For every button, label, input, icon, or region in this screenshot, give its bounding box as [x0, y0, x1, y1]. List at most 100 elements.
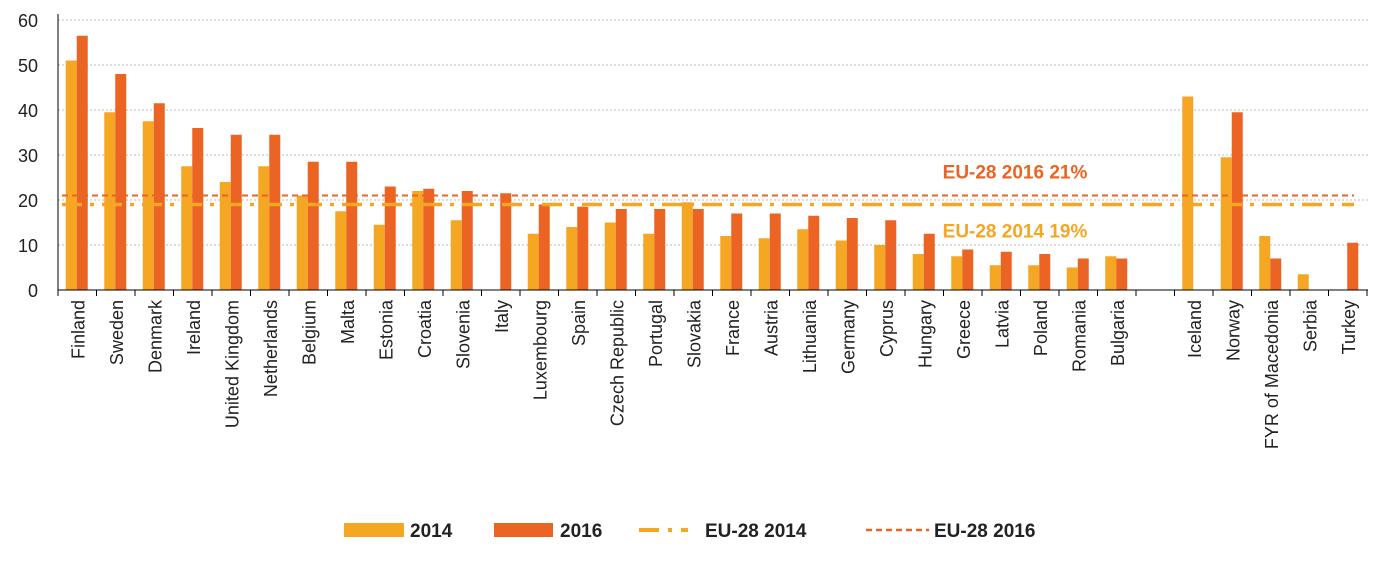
- x-tick-label: Austria: [761, 299, 781, 356]
- x-tick-labels: Finland Sweden Denmark Ireland United Kingdo…: [68, 299, 1359, 449]
- bar-2014: [1182, 96, 1194, 290]
- x-tick-label: Belgium: [299, 300, 319, 365]
- x-tick-label: Serbia: [1300, 299, 1320, 352]
- bar-2016: [76, 35, 88, 290]
- bar-2014: [450, 220, 462, 290]
- bar-2014: [1105, 256, 1117, 290]
- bar-2016: [115, 74, 127, 290]
- bar-2016: [346, 161, 358, 290]
- bar-2014: [797, 229, 809, 290]
- bar-2014: [720, 236, 732, 290]
- reference-lines: EU-28 2014 19% EU-28 2016 21%: [62, 163, 1354, 243]
- bar-2014: [1220, 157, 1232, 290]
- bar-2014: [1297, 274, 1309, 290]
- bar-2014: [296, 195, 308, 290]
- legend: 2014 2016 EU-28 2014 EU-28 2016: [344, 521, 1035, 542]
- legend-label: EU-28 2014: [705, 521, 807, 542]
- axes: [57, 14, 1368, 296]
- x-tick-label: Spain: [569, 300, 589, 346]
- y-tick-label: 10: [18, 236, 38, 256]
- bar-2014: [566, 227, 578, 290]
- x-tick-label: Norway: [1223, 300, 1243, 361]
- x-tick-label: Czech Republic: [607, 300, 627, 426]
- x-tick-label: Romania: [1069, 299, 1089, 372]
- gridlines: [58, 19, 1368, 246]
- bar-2016: [846, 218, 858, 290]
- reference-line-label: EU-28 2014 19%: [943, 222, 1088, 243]
- bar-2014: [258, 166, 270, 290]
- x-tick-label: Estonia: [376, 299, 396, 360]
- bar-2016: [461, 191, 473, 290]
- x-tick-label: Iceland: [1185, 300, 1205, 358]
- bar-2016: [1347, 242, 1359, 290]
- bar-2014: [65, 60, 77, 290]
- bar-2016: [1000, 251, 1012, 290]
- x-tick-label: Malta: [338, 299, 358, 344]
- bar-2016: [1039, 254, 1051, 290]
- x-tick-label: United Kingdom: [222, 300, 242, 428]
- bar-2014: [527, 233, 539, 290]
- y-tick-label: 0: [28, 281, 38, 301]
- x-tick-label: Slovenia: [453, 299, 473, 369]
- bar-2016: [1077, 258, 1089, 290]
- x-tick-label: Finland: [68, 300, 88, 359]
- x-tick-label: Portugal: [646, 300, 666, 367]
- y-tick-label: 50: [18, 56, 38, 76]
- bar-2014: [835, 240, 847, 290]
- reference-line-label: EU-28 2016 21%: [943, 163, 1088, 184]
- bar-2016: [269, 134, 281, 290]
- bar-2014: [989, 265, 1001, 290]
- bar-2014: [181, 166, 193, 290]
- bar-2014: [219, 182, 231, 290]
- bar-2016: [577, 206, 589, 290]
- bar-2016: [1270, 258, 1282, 290]
- x-tick-label: Turkey: [1339, 300, 1359, 354]
- bar-2016: [808, 215, 820, 290]
- bar-2014: [643, 233, 655, 290]
- x-tick-label: Luxembourg: [530, 300, 550, 400]
- bar-2016: [692, 209, 704, 290]
- bar-2016: [1231, 112, 1243, 290]
- bar-2016: [384, 186, 396, 290]
- x-tick-label: Slovakia: [684, 299, 704, 368]
- bar-2014: [1259, 236, 1271, 290]
- y-tick-label: 60: [18, 11, 38, 31]
- bar-2014: [758, 238, 770, 290]
- bar-2016: [1116, 258, 1128, 290]
- x-tick-label: Hungary: [915, 300, 935, 368]
- bar-2014: [912, 254, 924, 290]
- x-tick-label: Poland: [1031, 300, 1051, 356]
- bar-2014: [604, 222, 616, 290]
- legend-label: 2016: [560, 521, 602, 542]
- bar-2014: [681, 202, 693, 290]
- x-tick-label: Latvia: [992, 299, 1012, 348]
- bar-2016: [731, 213, 743, 290]
- bars: [65, 35, 1359, 290]
- x-tick-label: Cyprus: [877, 300, 897, 357]
- bar-2016: [769, 213, 781, 290]
- y-tick-label: 40: [18, 101, 38, 121]
- x-tick-label: Netherlands: [261, 300, 281, 397]
- y-tick-labels: 0 10 20 30 40 50 60: [18, 11, 38, 301]
- x-tick-label: Lithuania: [800, 299, 820, 373]
- bar-2016: [923, 233, 935, 290]
- bar-2016: [962, 249, 974, 290]
- bar-2016: [885, 220, 897, 290]
- bar-2014: [335, 211, 347, 290]
- x-tick-label: Italy: [492, 300, 512, 333]
- bar-2016: [192, 128, 204, 290]
- bar-2014: [104, 112, 116, 290]
- y-tick-label: 30: [18, 146, 38, 166]
- bar-2016: [307, 161, 319, 290]
- x-tick-label: France: [723, 300, 743, 356]
- x-tick-label: Croatia: [415, 299, 435, 358]
- bar-2016: [153, 103, 165, 290]
- x-tick-label: FYR of Macedonia: [1262, 299, 1282, 449]
- y-tick-label: 20: [18, 191, 38, 211]
- bar-2016: [500, 193, 512, 290]
- bar-2016: [230, 134, 242, 290]
- x-tick-label: Denmark: [145, 299, 165, 373]
- bar-2014: [1028, 265, 1040, 290]
- legend-swatch-2016: [494, 523, 553, 537]
